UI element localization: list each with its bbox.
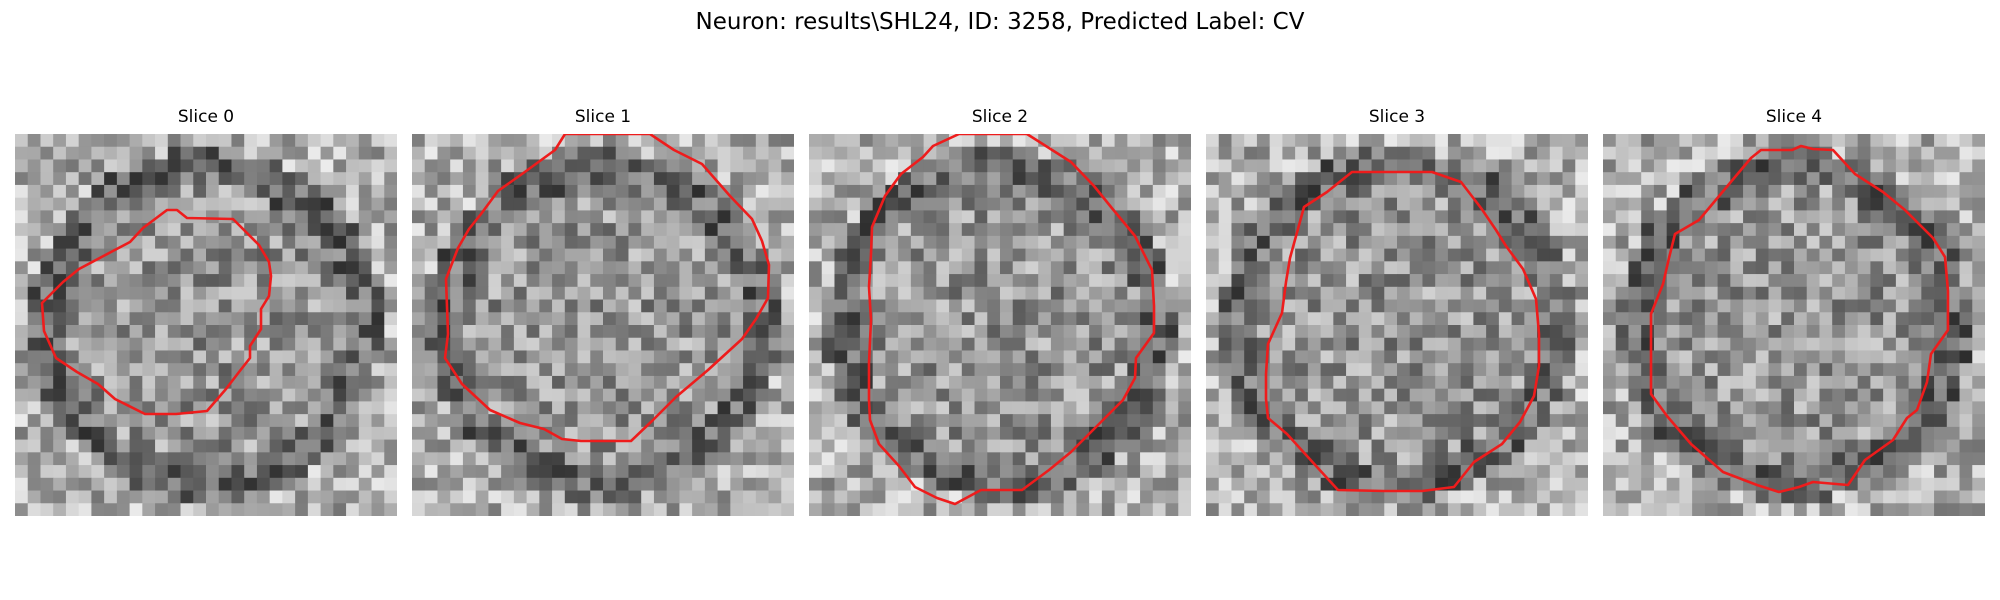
slice-contour-3 <box>1264 170 1541 493</box>
slice-pixels-3 <box>1206 134 1588 516</box>
slice-contour-2 <box>867 134 1156 506</box>
slice-image-1 <box>412 134 794 516</box>
slice-pixels-1 <box>412 134 794 516</box>
slice-panel-3: Slice 3 <box>1206 106 1588 516</box>
slice-panel-2: Slice 2 <box>809 106 1191 516</box>
slice-contour-0 <box>40 208 273 416</box>
slice-pixels-4 <box>1603 134 1985 516</box>
slice-panel-4: Slice 4 <box>1603 106 1985 516</box>
slice-image-4 <box>1603 134 1985 516</box>
slice-contour-4 <box>1649 144 1950 494</box>
slice-title-0: Slice 0 <box>177 107 235 127</box>
slice-title-3: Slice 3 <box>1368 107 1426 127</box>
slice-image-3 <box>1206 134 1588 516</box>
slice-title-1: Slice 1 <box>574 107 632 127</box>
figure-title: Neuron: results\SHL24, ID: 3258, Predict… <box>695 9 1305 35</box>
slice-pixels-2 <box>809 134 1191 516</box>
slice-image-0 <box>15 134 397 516</box>
slice-title-2: Slice 2 <box>971 107 1029 127</box>
slice-contour-1 <box>443 134 771 443</box>
slice-panel-1: Slice 1 <box>412 106 794 516</box>
slice-title-4: Slice 4 <box>1765 107 1823 127</box>
slice-pixels-0 <box>15 134 397 516</box>
slice-panel-0: Slice 0 <box>15 106 397 516</box>
slice-image-2 <box>809 134 1191 516</box>
